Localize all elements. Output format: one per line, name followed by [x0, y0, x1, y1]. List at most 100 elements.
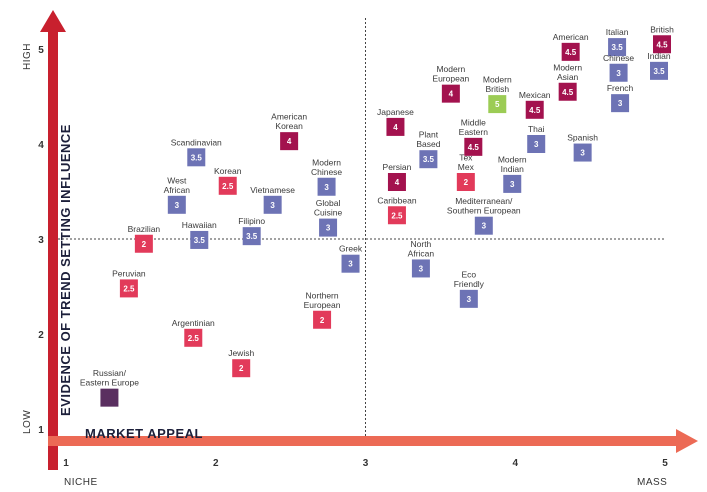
point-marker — [609, 63, 628, 82]
point-eco-friendly: 3 Eco Friendly — [454, 269, 485, 308]
point-score: 4 — [395, 178, 400, 187]
point-global-cuisine: 3 Global Cuisine — [314, 198, 343, 237]
point-label: Persian — [383, 162, 412, 172]
point-score: 4.5 — [565, 48, 577, 57]
point-label: Eco Friendly — [454, 269, 485, 289]
point-score: 4.5 — [468, 143, 480, 152]
point-jewish: 2 Jewish — [228, 348, 254, 378]
point-score: 4.5 — [656, 40, 668, 49]
point-indian: 3.5 Indian — [647, 51, 671, 80]
point-score: 2.5 — [391, 211, 403, 220]
point-label: Hawaiian — [182, 220, 217, 230]
point-score: 2.5 — [222, 182, 234, 191]
point-score: 5 — [495, 100, 500, 109]
point-score: 4 — [449, 90, 454, 99]
point-label: Peruvian — [112, 268, 146, 278]
point-japanese: 4 Japanese — [377, 107, 414, 136]
point-middle-eastern: 4.5 Middle Eastern — [459, 117, 488, 156]
point-label: Modern British — [483, 75, 512, 95]
point-score: 4.5 — [529, 106, 541, 115]
point-score: 3 — [270, 201, 275, 210]
point-label: Filipino — [238, 216, 265, 226]
point-label: Global Cuisine — [314, 198, 343, 218]
point-score: 3 — [324, 183, 329, 192]
point-label: Thai — [528, 124, 545, 134]
point-scandinavian: 3.5 Scandinavian — [171, 137, 222, 167]
point-score: 4.5 — [562, 88, 574, 97]
point-marker — [100, 388, 119, 407]
y-axis-high-label: HIGH — [22, 43, 33, 70]
point-score: 3.5 — [423, 155, 435, 164]
point-marker — [387, 206, 406, 225]
point-marker — [474, 216, 493, 235]
point-marker — [341, 254, 360, 273]
point-caribbean: 2.5 Caribbean — [377, 195, 417, 225]
x-tick-label: 1 — [63, 458, 69, 469]
x-axis-arrow — [48, 429, 698, 453]
point-french: 3 French — [607, 83, 634, 113]
point-score: 3.5 — [194, 236, 206, 245]
y-tick-label: 4 — [38, 140, 44, 151]
point-thai: 3 Thai — [527, 124, 546, 153]
x-axis-low-label: NICHE — [64, 477, 98, 488]
point-label: British — [650, 24, 674, 34]
point-marker — [608, 38, 627, 57]
point-italian: 3.5 Italian — [606, 27, 629, 57]
point-score: 3 — [618, 99, 623, 108]
point-label: Russian/Eastern Europe — [80, 368, 139, 388]
point-label: Modern European — [432, 64, 469, 84]
point-score: 3.5 — [612, 43, 624, 52]
point-mediterranean-southern-european: 3 Mediterranean/Southern European — [447, 196, 521, 235]
point-marker — [387, 173, 406, 191]
point-filipino: 3.5 Filipino — [238, 216, 265, 246]
point-label: West African — [164, 175, 191, 195]
y-tick-label: 1 — [38, 425, 44, 436]
point-marker — [411, 259, 430, 278]
point-score: 3 — [534, 140, 539, 149]
point-plant-based: 3.5 Plant Based — [416, 130, 441, 169]
point-marker — [441, 84, 460, 103]
point-marker — [184, 328, 203, 347]
point-score: 3 — [482, 222, 487, 231]
point-score: 2.5 — [188, 334, 200, 343]
point-marker — [561, 42, 580, 61]
point-label: Modern Asian — [553, 62, 582, 82]
point-label: Korean — [214, 166, 242, 176]
point-score: 2 — [239, 364, 244, 373]
point-marker — [503, 174, 522, 193]
point-score: 3 — [467, 295, 472, 304]
point-marker — [386, 117, 405, 136]
point-score: 3.5 — [653, 67, 665, 76]
point-marker — [456, 173, 475, 191]
point-label: Italian — [606, 27, 629, 37]
point-label: Spanish — [567, 133, 598, 143]
y-axis-title: EVIDENCE OF TREND SETTING INFLUENCE — [58, 124, 73, 416]
x-tick-label: 5 — [662, 458, 668, 469]
point-label: Brazilian — [128, 224, 161, 234]
point-label: Tex Mex — [458, 153, 475, 173]
point-vietnamese: 3 Vietnamese — [250, 185, 295, 214]
point-marker — [525, 100, 544, 119]
point-northern-european: 2 Northern European — [304, 290, 341, 329]
point-label: Northern European — [304, 290, 341, 310]
point-score: 2.5 — [123, 284, 135, 293]
point-marker — [218, 176, 237, 195]
point-chinese: 3 Chinese — [603, 53, 634, 82]
point-marker — [653, 35, 672, 54]
point-score: 3 — [175, 201, 180, 210]
point-marker — [280, 132, 299, 151]
point-marker — [190, 230, 209, 249]
y-axis-arrow — [40, 10, 66, 470]
point-label: American — [553, 32, 589, 42]
point-label: Chinese — [603, 53, 634, 63]
point-score: 3 — [348, 260, 353, 269]
x-axis-title: MARKET APPEAL — [85, 426, 203, 441]
point-persian: 4 Persian — [383, 162, 412, 191]
point-label: Greek — [339, 244, 363, 254]
point-marker — [242, 227, 261, 246]
point-score: 2 — [142, 240, 147, 249]
point-label: Modern Chinese — [311, 157, 342, 177]
y-tick-label: 3 — [38, 235, 44, 246]
point-score: 2 — [320, 316, 325, 325]
